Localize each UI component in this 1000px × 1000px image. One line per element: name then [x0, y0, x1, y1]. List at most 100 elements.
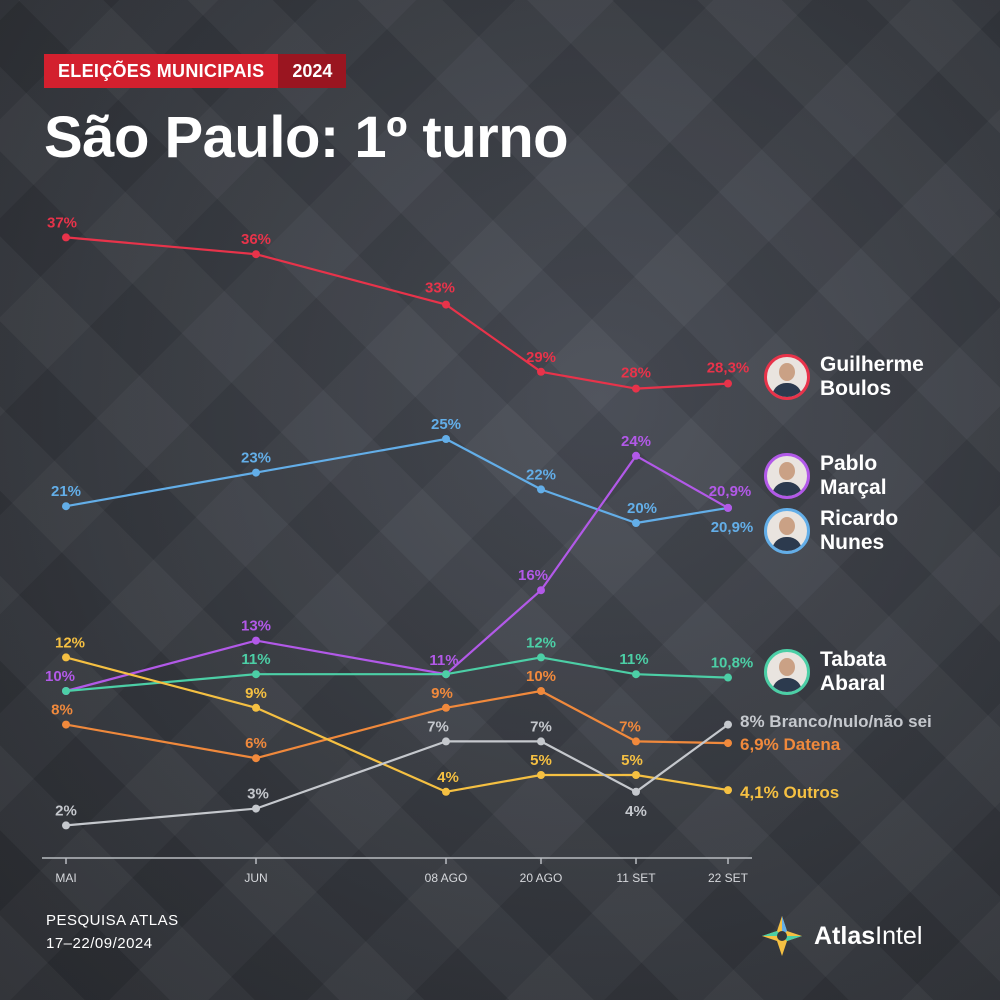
data-point-branco-nulo-n-o-sei	[252, 804, 260, 813]
data-label-guilherme-boulos: 33%	[425, 280, 455, 297]
data-point-guilherme-boulos	[442, 300, 450, 309]
data-label-outros: 4%	[437, 769, 459, 786]
data-point-outros	[62, 653, 70, 662]
series-line-outros	[65, 656, 729, 793]
x-tick-label: 11 SET	[616, 871, 656, 885]
data-point-ricardo-nunes	[62, 502, 70, 511]
data-label-datena: 8%	[51, 702, 73, 719]
data-label-tabata-abaral: 11%	[619, 651, 648, 668]
candidate-boulos: Guilherme Boulos	[764, 353, 924, 401]
data-point-datena	[537, 687, 545, 695]
data-point-outros	[442, 787, 450, 796]
candidate-first-name: Pablo	[820, 452, 878, 475]
source-line-1: PESQUISA ATLAS	[46, 912, 179, 929]
data-point-guilherme-boulos	[724, 379, 732, 388]
atlasintel-logo: AtlasIntel	[760, 914, 922, 958]
data-point-datena	[632, 737, 640, 746]
data-point-tabata-abaral	[632, 670, 640, 679]
end-label-datena: 6,9% Datena	[740, 735, 841, 754]
data-point-pablo-mar-al	[632, 451, 640, 460]
candidate-first-name: Guilherme	[820, 353, 924, 376]
data-point-branco-nulo-n-o-sei	[62, 821, 70, 830]
data-point-tabata-abaral	[537, 653, 545, 662]
source-line-2: 17–22/09/2024	[46, 935, 153, 952]
candidate-last-name: Abaral	[820, 672, 886, 695]
data-point-tabata-abaral	[252, 670, 260, 679]
data-point-outros	[252, 703, 260, 712]
data-point-outros	[537, 771, 545, 779]
avatar-marcal	[764, 453, 810, 499]
data-point-guilherme-boulos	[62, 233, 70, 242]
data-point-branco-nulo-n-o-sei	[632, 787, 640, 796]
data-label-tabata-abaral: 11%	[241, 651, 270, 668]
data-point-branco-nulo-n-o-sei	[724, 720, 732, 729]
data-label-branco-nulo-n-o-sei: 3%	[247, 786, 269, 803]
data-label-pablo-mar-al: 16%	[518, 567, 548, 584]
data-label-datena: 7%	[619, 718, 641, 735]
avatar-tabata	[764, 649, 810, 695]
x-tick-label: JUN	[244, 871, 267, 885]
data-label-ricardo-nunes: 20,9%	[711, 519, 754, 536]
data-point-guilherme-boulos	[632, 384, 640, 393]
candidate-tabata: Tabata Abaral	[764, 648, 886, 696]
end-label-outros: 4,1% Outros	[740, 783, 839, 802]
page-title: São Paulo: 1º turno	[44, 105, 569, 170]
series-line-branco-nulo-n-o-sei	[65, 723, 729, 827]
data-label-pablo-mar-al: 24%	[621, 433, 651, 450]
data-point-tabata-abaral	[724, 673, 732, 682]
data-label-outros: 5%	[530, 752, 552, 769]
compass-logo-icon	[762, 916, 802, 956]
data-point-pablo-mar-al	[724, 503, 732, 512]
data-label-ricardo-nunes: 25%	[431, 416, 461, 433]
series-line-guilherme-boulos	[65, 236, 729, 390]
data-label-branco-nulo-n-o-sei: 7%	[530, 718, 552, 735]
series-line-datena	[65, 689, 729, 760]
data-label-guilherme-boulos: 28%	[621, 365, 651, 382]
avatar-boulos	[764, 354, 810, 400]
data-label-branco-nulo-n-o-sei: 2%	[55, 802, 77, 819]
data-label-outros: 5%	[621, 752, 643, 769]
data-point-ricardo-nunes	[442, 435, 450, 443]
x-axis: MAI JUN 08 AGO 20 AGO 11 SET 22 SET	[42, 857, 752, 885]
data-label-tabata-abaral: 10,8%	[711, 655, 754, 672]
data-label-tabata-abaral: 12%	[526, 634, 556, 651]
data-point-ricardo-nunes	[252, 468, 260, 477]
data-point-tabata-abaral	[442, 670, 450, 679]
data-label-datena: 9%	[431, 685, 453, 702]
data-label-branco-nulo-n-o-sei: 4%	[625, 803, 647, 820]
logo-text: AtlasIntel	[814, 921, 923, 950]
data-label-outros: 9%	[245, 685, 267, 702]
data-label-ricardo-nunes: 22%	[526, 466, 556, 483]
data-point-datena	[62, 720, 70, 729]
election-badge: ELEIÇÕES MUNICIPAIS 2024	[44, 54, 347, 88]
data-point-branco-nulo-n-o-sei	[537, 737, 545, 746]
candidate-first-name: Ricardo	[820, 507, 899, 530]
series-line-pablo-mar-al	[65, 454, 729, 693]
x-tick-label: 20 AGO	[520, 871, 563, 885]
data-point-ricardo-nunes	[537, 485, 545, 494]
candidate-marcal: Pablo Marçal	[764, 452, 887, 500]
series-line-ricardo-nunes	[65, 437, 729, 525]
badge-label: ELEIÇÕES MUNICIPAIS	[44, 54, 279, 88]
data-point-outros	[632, 771, 640, 779]
data-label-pablo-mar-al: 11%	[429, 652, 458, 669]
end-label-branco-nulo-n-o-sei: 8% Branco/nulo/não sei	[740, 712, 932, 731]
data-label-ricardo-nunes: 23%	[241, 450, 271, 467]
data-point-outros	[724, 786, 732, 795]
data-label-guilherme-boulos: 28,3%	[707, 360, 750, 377]
data-point-ricardo-nunes	[632, 519, 640, 527]
data-point-guilherme-boulos	[252, 250, 260, 259]
data-point-tabata-abaral	[62, 687, 70, 695]
candidate-last-name: Marçal	[820, 476, 887, 499]
x-tick-label: 08 AGO	[425, 871, 468, 885]
series-line-tabata-abaral	[65, 656, 729, 693]
data-point-pablo-mar-al	[537, 586, 545, 595]
candidate-last-name: Nunes	[820, 531, 885, 554]
data-label-ricardo-nunes: 21%	[51, 483, 81, 500]
data-label-pablo-mar-al: 20,9%	[709, 483, 752, 500]
data-label-datena: 6%	[245, 735, 267, 752]
avatar-nunes	[764, 508, 810, 554]
source-note: PESQUISA ATLAS 17–22/09/2024	[46, 909, 179, 955]
